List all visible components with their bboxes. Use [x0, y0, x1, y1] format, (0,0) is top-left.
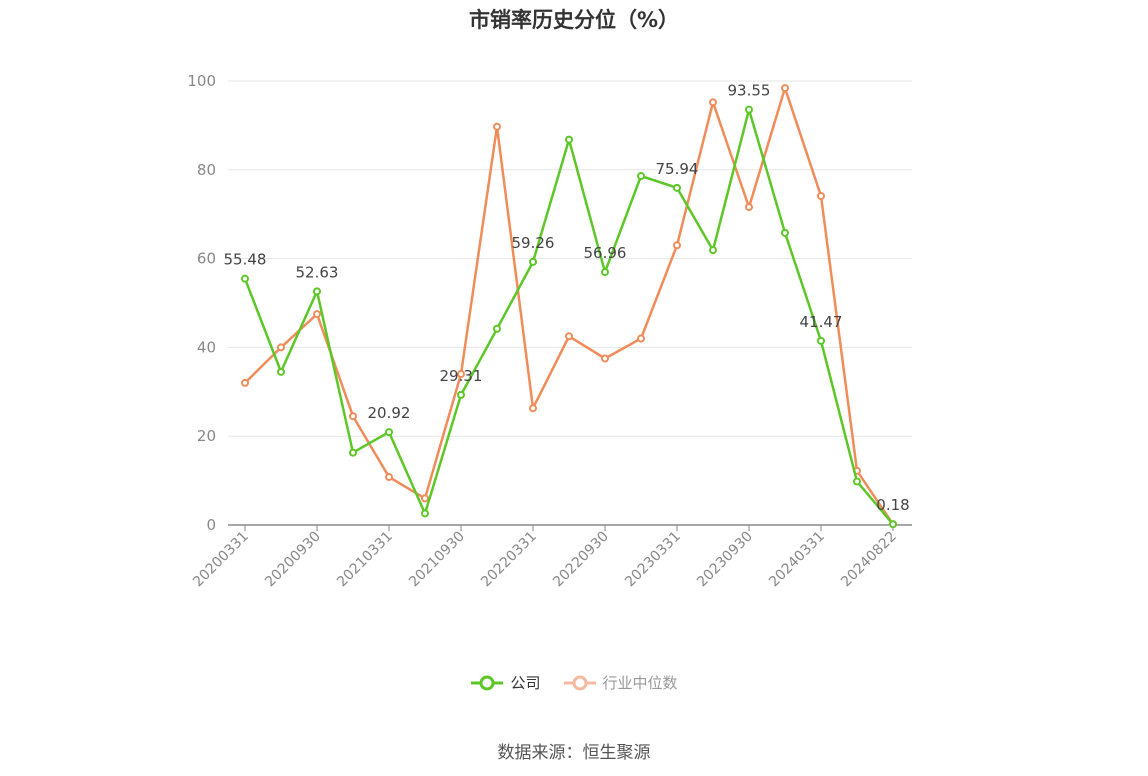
- series-0-point-20240822[interactable]: [889, 520, 897, 529]
- series-1-point-20210930[interactable]: [457, 370, 465, 379]
- data-label-20220331: 59.26: [512, 234, 555, 252]
- series-1-point-20210331[interactable]: [385, 473, 393, 482]
- series-1-point-20211231[interactable]: [493, 122, 501, 131]
- series-layer: [241, 84, 897, 529]
- data-source: 数据来源：恒生聚源: [497, 743, 651, 763]
- series-1-point-20220630[interactable]: [565, 332, 573, 341]
- y-tick-label-0: 0: [206, 516, 216, 534]
- series-1-point-20220930[interactable]: [601, 354, 609, 363]
- series-0-point-20220930[interactable]: [601, 268, 609, 277]
- series-0-point-20230930[interactable]: [745, 105, 753, 114]
- data-label-20200331: 55.48: [224, 251, 267, 269]
- y-tick-label-20: 20: [197, 427, 216, 445]
- label-layer: 55.48 52.63 20.92 29.31 59.26 56.96 75.94 93.55…: [224, 82, 910, 515]
- x-tick-label-20220331: 20220331: [478, 529, 540, 591]
- legend: 公司 行业中位数: [0, 672, 1148, 693]
- data-label-20240822: 0.18: [876, 496, 909, 514]
- legend-item-industry[interactable]: 行业中位数: [563, 672, 678, 693]
- series-1-point-20200331[interactable]: [241, 378, 249, 387]
- x-tick-label-20200331: 20200331: [190, 529, 252, 591]
- series-0-point-20211231[interactable]: [493, 324, 501, 333]
- series-1-point-20200630[interactable]: [277, 343, 285, 352]
- series-1-point-20240331[interactable]: [817, 191, 825, 200]
- series-1-point-20230630[interactable]: [709, 98, 717, 107]
- series-0-point-20200331[interactable]: [241, 274, 249, 283]
- x-tick-label-20230331: 20230331: [622, 529, 684, 591]
- series-0-point-20230630[interactable]: [709, 246, 717, 255]
- data-label-20230331: 75.94: [656, 160, 699, 178]
- y-tick-label-60: 60: [197, 250, 216, 268]
- series-0-point-20240630[interactable]: [853, 477, 861, 486]
- series-1-point-20231231[interactable]: [781, 84, 789, 93]
- legend-company-marker-icon: [471, 675, 504, 690]
- series-0-point-20200930[interactable]: [313, 287, 321, 296]
- y-tick-label-40: 40: [197, 338, 216, 356]
- data-label-20210930: 29.31: [440, 367, 483, 385]
- series-0-point-20210930[interactable]: [457, 390, 465, 399]
- data-label-20230930: 93.55: [728, 82, 771, 100]
- data-label-20200930: 52.63: [296, 263, 339, 281]
- legend-company-label: 公司: [510, 674, 541, 692]
- x-tick-label-20240822: 20240822: [838, 529, 900, 591]
- grid-layer: [228, 80, 912, 437]
- series-0-point-20230331[interactable]: [673, 183, 681, 192]
- series-1-point-20220331[interactable]: [529, 404, 537, 413]
- x-tick-label-20210930: 20210930: [406, 529, 468, 591]
- series-0-point-20220630[interactable]: [565, 135, 573, 144]
- x-tick-label-20230930: 20230930: [694, 529, 756, 591]
- y-tick-label-80: 80: [197, 161, 216, 179]
- series-1-point-20210630[interactable]: [421, 494, 429, 503]
- data-label-20240331: 41.47: [800, 313, 843, 331]
- x-tick-label-20220930: 20220930: [550, 529, 612, 591]
- y-tick-label-100: 100: [187, 72, 216, 90]
- x-tick-label-20240331: 20240331: [766, 529, 828, 591]
- series-1-point-20200930[interactable]: [313, 310, 321, 319]
- series-1-point-20201231[interactable]: [349, 412, 357, 421]
- data-label-20220930: 56.96: [584, 244, 627, 262]
- x-tick-label-20200930: 20200930: [262, 529, 324, 591]
- data-label-20210331: 20.92: [368, 404, 411, 422]
- legend-industry-label: 行业中位数: [602, 674, 678, 692]
- x-tick-label-20210331: 20210331: [334, 529, 396, 591]
- series-0-point-20210331[interactable]: [385, 428, 393, 437]
- legend-industry-marker-icon: [563, 675, 596, 690]
- series-0-point-20220331[interactable]: [529, 257, 537, 266]
- series-line-1: [244, 86, 895, 525]
- series-0-point-20221231[interactable]: [637, 172, 645, 181]
- axis-layer: 0 20 40 60 80 100 20200331 20200930 20210331 2021…: [187, 72, 912, 590]
- series-0-point-20210630[interactable]: [421, 509, 429, 518]
- chart-title: 市销率历史分位（%）: [468, 8, 680, 32]
- series-line-0: [243, 108, 894, 526]
- series-0-point-20240331[interactable]: [817, 336, 825, 345]
- legend-item-company[interactable]: 公司: [470, 672, 541, 693]
- series-1-point-20230331[interactable]: [673, 241, 681, 250]
- series-0-point-20231231[interactable]: [781, 228, 789, 237]
- series-0-point-20201231[interactable]: [349, 448, 357, 457]
- series-1-point-20230930[interactable]: [745, 203, 753, 212]
- series-0-point-20200630[interactable]: [277, 367, 285, 376]
- series-1-point-20221231[interactable]: [637, 334, 645, 343]
